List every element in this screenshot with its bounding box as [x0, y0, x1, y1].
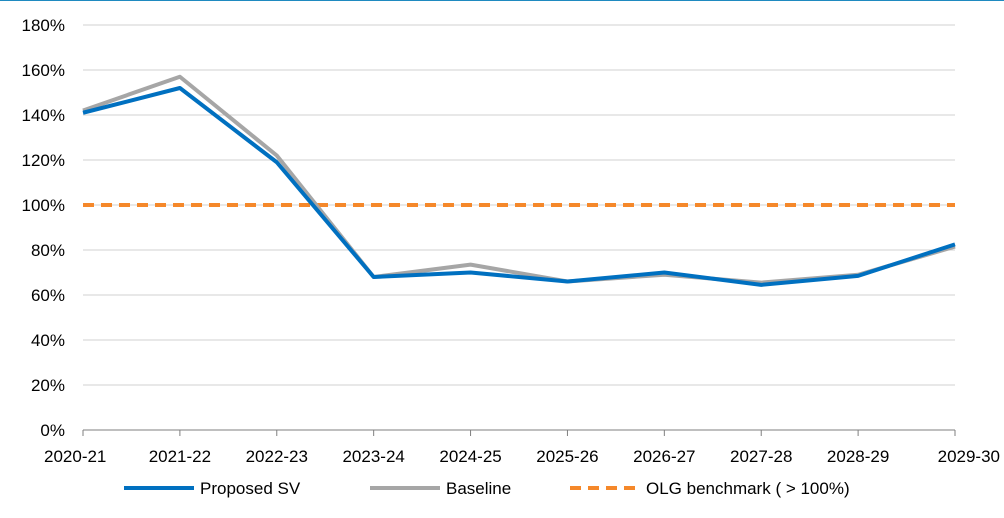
legend-label: Proposed SV	[200, 479, 301, 498]
x-tick-label: 2028-29	[827, 447, 889, 466]
x-axis: 2020-21 2021-22 2022-23 2023-24 2024-25 2025-…	[44, 429, 1000, 466]
y-tick-label: 60%	[31, 286, 65, 305]
x-tick-label: 2020-21	[44, 447, 106, 466]
x-tick-label: 2023-24	[342, 447, 404, 466]
x-tick-label: 2024-25	[439, 447, 501, 466]
y-tick-label: 180%	[22, 16, 65, 35]
legend-label: OLG benchmark ( > 100%)	[646, 479, 850, 498]
legend: Proposed SV Baseline OLG benchmark ( > 100…	[124, 479, 850, 498]
y-tick-label: 0%	[40, 421, 65, 440]
y-tick-label: 100%	[22, 196, 65, 215]
x-tick-label: 2021-22	[149, 447, 211, 466]
legend-label: Baseline	[446, 479, 511, 498]
x-tick-label: 2022-23	[246, 447, 308, 466]
x-tick-label: 2025-26	[536, 447, 598, 466]
y-tick-label: 160%	[22, 61, 65, 80]
y-tick-label: 20%	[31, 376, 65, 395]
x-tick-label: 2027-28	[730, 447, 792, 466]
x-tick-label: 2026-27	[633, 447, 695, 466]
y-axis-ticks: 0% 20% 40% 60% 80% 100% 120% 140% 160% 180%	[22, 16, 65, 440]
series-line-proposed-sv	[82, 86, 956, 287]
y-tick-label: 40%	[31, 331, 65, 350]
y-tick-label: 140%	[22, 106, 65, 125]
series-lines	[82, 74, 956, 287]
x-tick-label: 2029-30	[938, 447, 1000, 466]
y-tick-label: 120%	[22, 151, 65, 170]
y-tick-label: 80%	[31, 241, 65, 260]
series-line-baseline	[82, 74, 956, 285]
top-border	[0, 0, 1004, 1]
